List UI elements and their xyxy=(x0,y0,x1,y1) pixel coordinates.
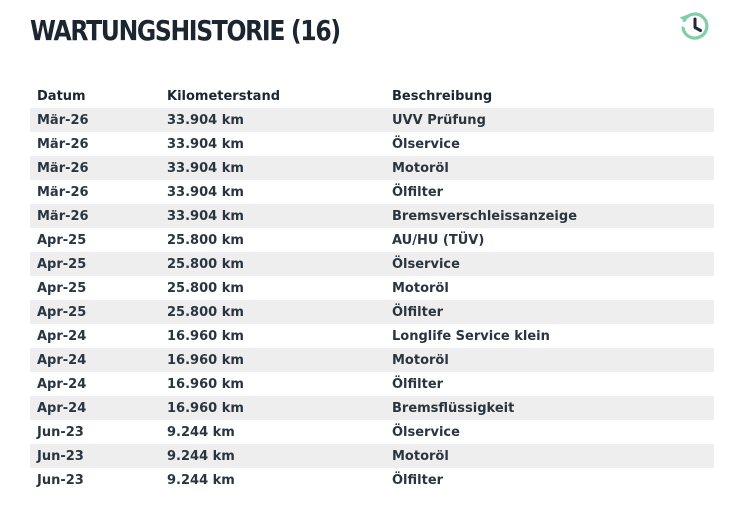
cell-mileage: 16.960 km xyxy=(160,396,385,420)
cell-date: Mär-26 xyxy=(30,204,160,228)
cell-date: Jun-23 xyxy=(30,444,160,468)
table-row: Jun-23 9.244 km Motoröl xyxy=(30,444,714,468)
column-header-date: Datum xyxy=(37,88,86,104)
cell-mileage: 33.904 km xyxy=(160,204,385,228)
cell-mileage: 9.244 km xyxy=(160,420,385,444)
cell-date: Jun-23 xyxy=(30,468,160,492)
cell-mileage: 25.800 km xyxy=(160,252,385,276)
cell-description: Ölservice xyxy=(385,132,714,156)
cell-description: Ölfilter xyxy=(385,468,714,492)
cell-mileage: 33.904 km xyxy=(160,108,385,132)
table-row: Mär-26 33.904 km Ölservice xyxy=(30,132,714,156)
cell-description: Motoröl xyxy=(385,276,714,300)
table-row: Mär-26 33.904 km Ölfilter xyxy=(30,180,714,204)
history-table: Datum Kilometerstand Beschreibung Mär-26… xyxy=(30,84,714,492)
cell-mileage: 16.960 km xyxy=(160,324,385,348)
table-row: Jun-23 9.244 km Ölservice xyxy=(30,420,714,444)
table-row: Apr-24 16.960 km Motoröl xyxy=(30,348,714,372)
cell-description: UVV Prüfung xyxy=(385,108,714,132)
cell-date: Apr-24 xyxy=(30,396,160,420)
cell-date: Apr-24 xyxy=(30,324,160,348)
cell-mileage: 16.960 km xyxy=(160,372,385,396)
cell-mileage: 9.244 km xyxy=(160,468,385,492)
cell-mileage: 33.904 km xyxy=(160,156,385,180)
table-body: Mär-26 33.904 km UVV Prüfung Mär-26 33.904 k… xyxy=(30,108,714,492)
cell-mileage: 33.904 km xyxy=(160,132,385,156)
history-icon[interactable] xyxy=(676,8,712,44)
cell-description: Ölfilter xyxy=(385,372,714,396)
cell-description: Ölfilter xyxy=(385,300,714,324)
cell-mileage: 9.244 km xyxy=(160,444,385,468)
cell-date: Mär-26 xyxy=(30,180,160,204)
cell-description: Ölservice xyxy=(385,252,714,276)
cell-date: Apr-24 xyxy=(30,372,160,396)
header: WARTUNGSHISTORIE (16) xyxy=(30,8,720,54)
table-header-row: Datum Kilometerstand Beschreibung xyxy=(30,84,714,108)
cell-mileage: 33.904 km xyxy=(160,180,385,204)
cell-mileage: 25.800 km xyxy=(160,300,385,324)
table-row: Mär-26 33.904 km UVV Prüfung xyxy=(30,108,714,132)
table-row: Apr-25 25.800 km Ölservice xyxy=(30,252,714,276)
cell-date: Apr-25 xyxy=(30,300,160,324)
cell-date: Mär-26 xyxy=(30,132,160,156)
cell-date: Mär-26 xyxy=(30,156,160,180)
cell-mileage: 25.800 km xyxy=(160,276,385,300)
cell-description: Motoröl xyxy=(385,348,714,372)
cell-date: Apr-25 xyxy=(30,252,160,276)
table-row: Mär-26 33.904 km Bremsverschleissanzeige xyxy=(30,204,714,228)
cell-date: Apr-25 xyxy=(30,276,160,300)
cell-description: Motoröl xyxy=(385,444,714,468)
table-row: Apr-25 25.800 km Ölfilter xyxy=(30,300,714,324)
table-row: Apr-24 16.960 km Bremsflüssigkeit xyxy=(30,396,714,420)
table-row: Apr-24 16.960 km Ölfilter xyxy=(30,372,714,396)
table-row: Jun-23 9.244 km Ölfilter xyxy=(30,468,714,492)
cell-description: Ölfilter xyxy=(385,180,714,204)
cell-mileage: 16.960 km xyxy=(160,348,385,372)
cell-mileage: 25.800 km xyxy=(160,228,385,252)
page-title: WARTUNGSHISTORIE (16) xyxy=(30,14,341,47)
column-header-mileage: Kilometerstand xyxy=(167,88,281,104)
maintenance-history-table: Datum Kilometerstand Beschreibung Mär-26… xyxy=(30,84,714,492)
cell-description: Bremsflüssigkeit xyxy=(385,396,714,420)
cell-description: Motoröl xyxy=(385,156,714,180)
cell-date: Apr-24 xyxy=(30,348,160,372)
table-row: Apr-25 25.800 km Motoröl xyxy=(30,276,714,300)
cell-date: Mär-26 xyxy=(30,108,160,132)
cell-description: Longlife Service klein xyxy=(385,324,714,348)
cell-description: Ölservice xyxy=(385,420,714,444)
table-row: Apr-25 25.800 km AU/HU (TÜV) xyxy=(30,228,714,252)
cell-date: Jun-23 xyxy=(30,420,160,444)
cell-description: Bremsverschleissanzeige xyxy=(385,204,714,228)
cell-date: Apr-25 xyxy=(30,228,160,252)
column-header-description: Beschreibung xyxy=(392,88,493,104)
table-row: Apr-24 16.960 km Longlife Service klein xyxy=(30,324,714,348)
table-row: Mär-26 33.904 km Motoröl xyxy=(30,156,714,180)
cell-description: AU/HU (TÜV) xyxy=(385,228,714,252)
